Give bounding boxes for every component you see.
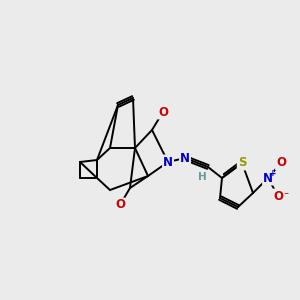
Text: O: O bbox=[115, 199, 125, 212]
Text: N: N bbox=[263, 172, 273, 184]
Text: +: + bbox=[269, 169, 277, 178]
Text: O: O bbox=[273, 190, 283, 202]
Text: N: N bbox=[180, 152, 190, 164]
Text: H: H bbox=[198, 172, 206, 182]
Text: ⁻: ⁻ bbox=[284, 191, 289, 201]
Text: S: S bbox=[238, 157, 246, 169]
Text: O: O bbox=[276, 157, 286, 169]
Text: N: N bbox=[163, 155, 173, 169]
Text: O: O bbox=[158, 106, 168, 118]
